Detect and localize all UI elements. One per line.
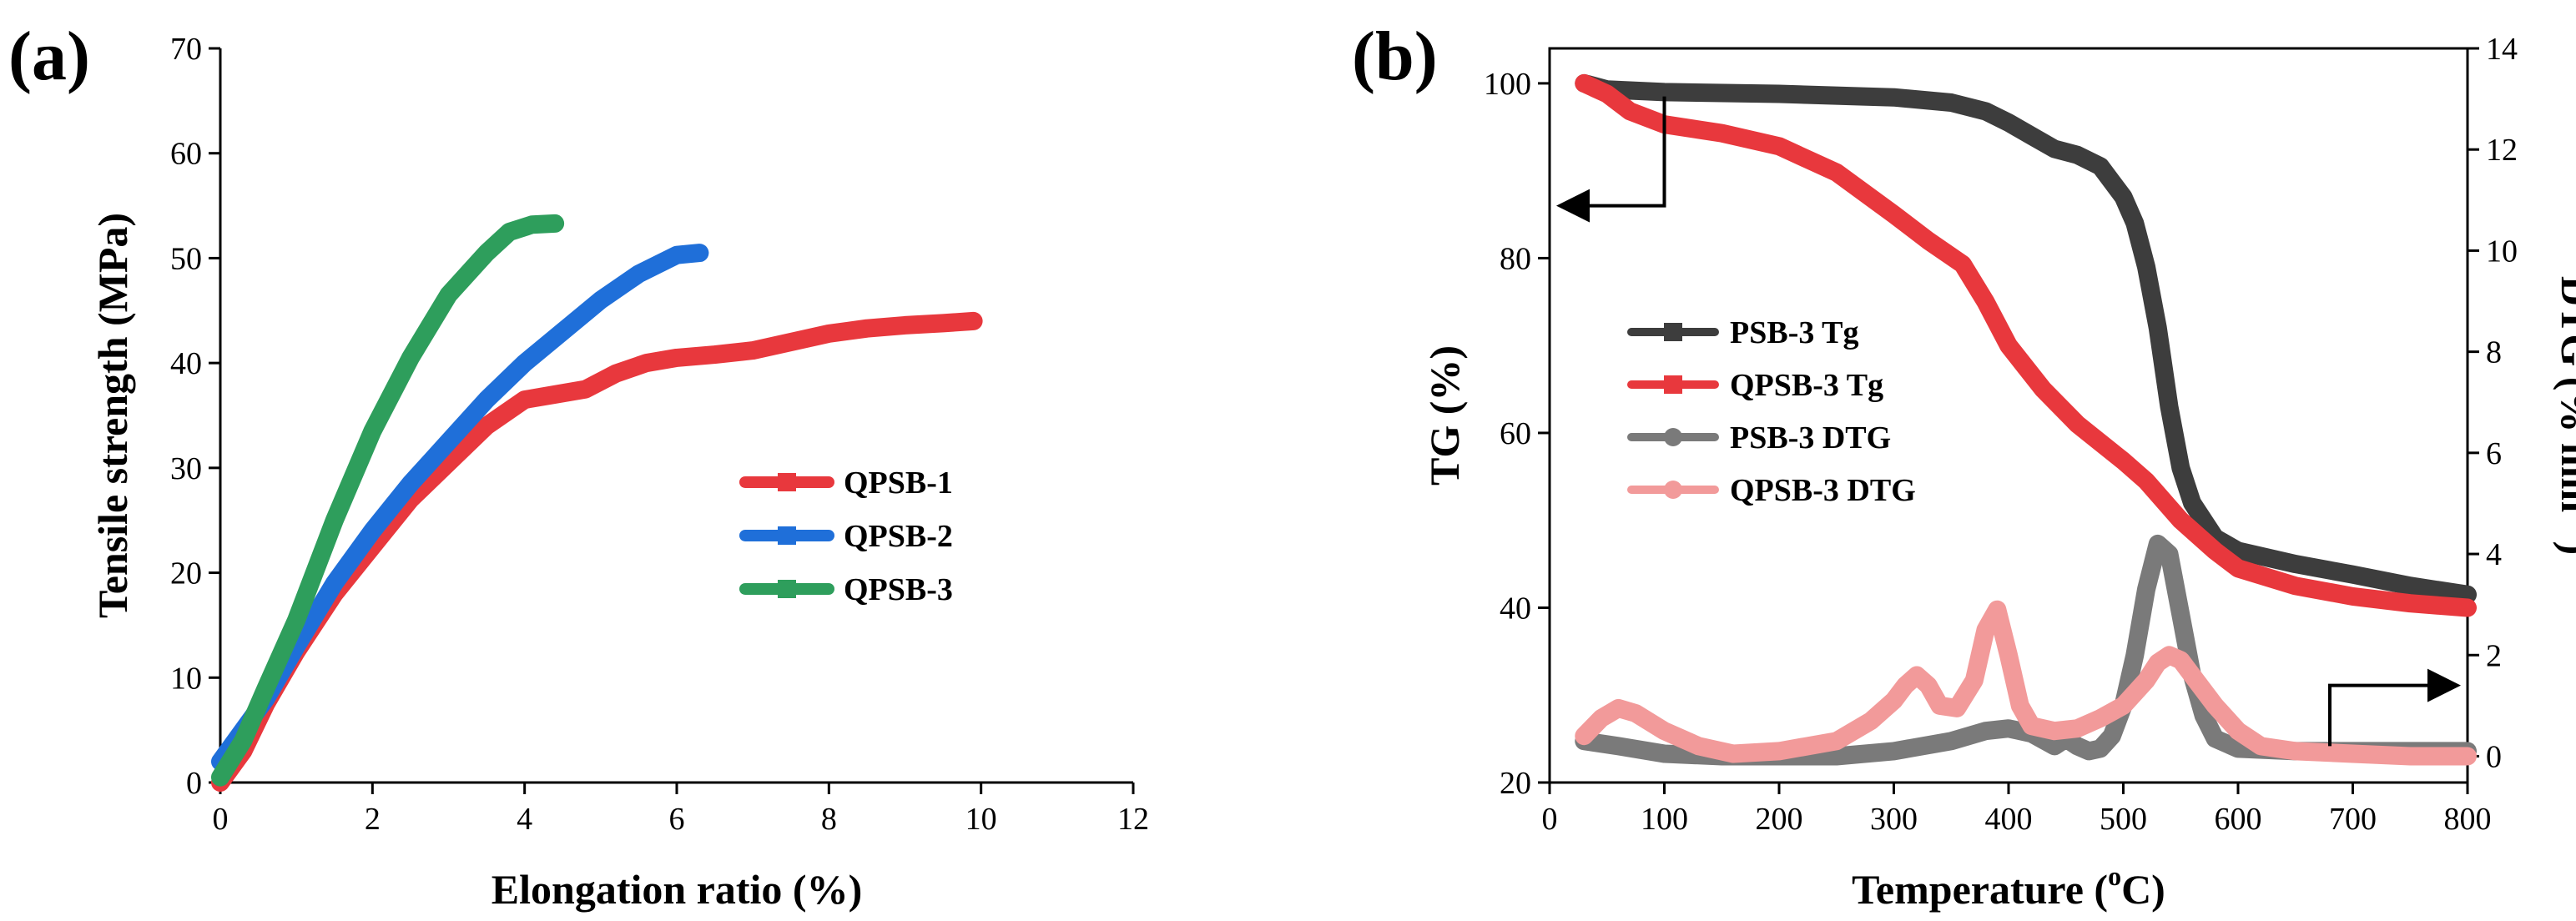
panel-b-x-axis-title: Temperature (oC) bbox=[1852, 861, 2165, 913]
legend-marker-qpsb-3-tg bbox=[1664, 375, 1682, 394]
y-tick-label: 100 bbox=[1484, 67, 1531, 102]
y-tick-label: 40 bbox=[1500, 591, 1531, 626]
panel-b-series bbox=[1575, 73, 2477, 766]
panel-a-x-ticks: 0 2 4 6 8 10 12 bbox=[213, 783, 1149, 837]
legend-marker-qpsb-1 bbox=[778, 473, 796, 491]
y-tick-label: 30 bbox=[170, 451, 202, 486]
x-tick-label: 100 bbox=[1641, 802, 1688, 837]
annotation-arrow-right-axis bbox=[2328, 668, 2461, 747]
x-tick-label: 200 bbox=[1756, 802, 1803, 837]
y-tick-label: 60 bbox=[170, 137, 202, 172]
x-tick-label: 4 bbox=[517, 802, 532, 837]
y-tick-label: 60 bbox=[1500, 416, 1531, 451]
y-tick-label: 50 bbox=[170, 241, 202, 276]
y-tick-label: 20 bbox=[1500, 766, 1531, 801]
y2-tick-label: 10 bbox=[2486, 234, 2518, 269]
x-tick-label: 400 bbox=[1985, 802, 2033, 837]
annotation-arrow-left-axis bbox=[1556, 96, 1666, 223]
y-tick-label: 20 bbox=[170, 556, 202, 591]
series-line-psb-3-tg bbox=[1575, 73, 2477, 604]
x-tick-label: 300 bbox=[1870, 802, 1918, 837]
legend-marker-psb-3-tg bbox=[1664, 323, 1682, 341]
panel-a-axes: 0 2 4 6 8 10 12 0 10 20 30 40 50 60 70 Elongation rat… bbox=[89, 32, 1149, 913]
x-tick-label: 8 bbox=[821, 802, 837, 837]
panel-a-legend: QPSB-1 QPSB-2 QPSB-3 bbox=[739, 466, 953, 607]
series-line-qpsb-3 bbox=[211, 214, 565, 787]
legend-label-qpsb-1: QPSB-1 bbox=[844, 466, 953, 501]
y2-tick-label: 12 bbox=[2486, 133, 2518, 168]
series-line-qpsb-3-dtg bbox=[1575, 600, 2477, 766]
legend-label-psb-3-tg: PSB-3 Tg bbox=[1730, 315, 1859, 350]
y-tick-label: 0 bbox=[186, 766, 202, 801]
panel-a-y-axis-title: Tensile strength (MPa) bbox=[89, 213, 136, 618]
panel-a-x-axis-title: Elongation ratio (%) bbox=[492, 866, 862, 913]
y2-tick-label: 0 bbox=[2486, 739, 2502, 774]
x-tick-label: 600 bbox=[2215, 802, 2262, 837]
series-line-qpsb-3-tg bbox=[1575, 73, 2477, 617]
panel-b-annotations bbox=[1556, 96, 2461, 747]
series-line-qpsb-2 bbox=[211, 244, 709, 771]
panel-b-legend: PSB-3 Tg QPSB-3 Tg PSB-3 DTG QPSB-3 DTG bbox=[1627, 315, 1916, 508]
panel-b-y2-ticks: 0 2 4 6 8 10 12 14 bbox=[2468, 32, 2518, 774]
x-tick-label: 10 bbox=[965, 802, 997, 837]
y-tick-label: 40 bbox=[170, 346, 202, 381]
panel-b-x-ticks: 0 100 200 300 400 500 600 700 800 bbox=[1542, 783, 2492, 837]
x-tick-label: 0 bbox=[1542, 802, 1558, 837]
x-tick-label: 700 bbox=[2329, 802, 2377, 837]
y2-tick-label: 14 bbox=[2486, 32, 2518, 67]
panel-b-y-ticks: 20 40 60 80 100 bbox=[1484, 67, 1550, 801]
legend-label-psb-3-dtg: PSB-3 DTG bbox=[1730, 420, 1891, 455]
y2-tick-label: 4 bbox=[2486, 537, 2502, 572]
x-tick-label: 800 bbox=[2444, 802, 2492, 837]
panel-a-series bbox=[211, 214, 983, 792]
panel-label-b: (b) bbox=[1352, 18, 1438, 95]
legend-label-qpsb-3-tg: QPSB-3 Tg bbox=[1730, 368, 1883, 403]
series-line-psb-3-dtg bbox=[1575, 534, 2477, 766]
panel-b-y-axis-title: TG (%) bbox=[1421, 345, 1468, 486]
legend-label-qpsb-3-dtg: QPSB-3 DTG bbox=[1730, 473, 1916, 508]
panel-b-y2-axis-title: DTG (% min−1) bbox=[2553, 276, 2576, 555]
legend-marker-psb-3-dtg bbox=[1664, 428, 1682, 446]
y-tick-label: 80 bbox=[1500, 241, 1531, 276]
x-tick-label: 500 bbox=[2100, 802, 2147, 837]
x-tick-label: 2 bbox=[365, 802, 381, 837]
legend-label-qpsb-2: QPSB-2 bbox=[844, 519, 953, 554]
y2-tick-label: 6 bbox=[2486, 436, 2502, 471]
legend-marker-qpsb-2 bbox=[778, 526, 796, 545]
y-tick-label: 70 bbox=[170, 32, 202, 67]
y2-tick-label: 2 bbox=[2486, 638, 2502, 673]
y2-tick-label: 8 bbox=[2486, 335, 2502, 370]
legend-marker-qpsb-3-dtg bbox=[1664, 481, 1682, 499]
x-tick-label: 0 bbox=[213, 802, 229, 837]
legend-label-qpsb-3: QPSB-3 bbox=[844, 572, 953, 607]
x-tick-label: 12 bbox=[1117, 802, 1149, 837]
panel-a-y-ticks: 0 10 20 30 40 50 60 70 bbox=[170, 32, 220, 801]
x-tick-label: 6 bbox=[669, 802, 685, 837]
legend-marker-qpsb-3 bbox=[778, 580, 796, 598]
y-tick-label: 10 bbox=[170, 661, 202, 696]
panel-label-a: (a) bbox=[8, 18, 90, 95]
